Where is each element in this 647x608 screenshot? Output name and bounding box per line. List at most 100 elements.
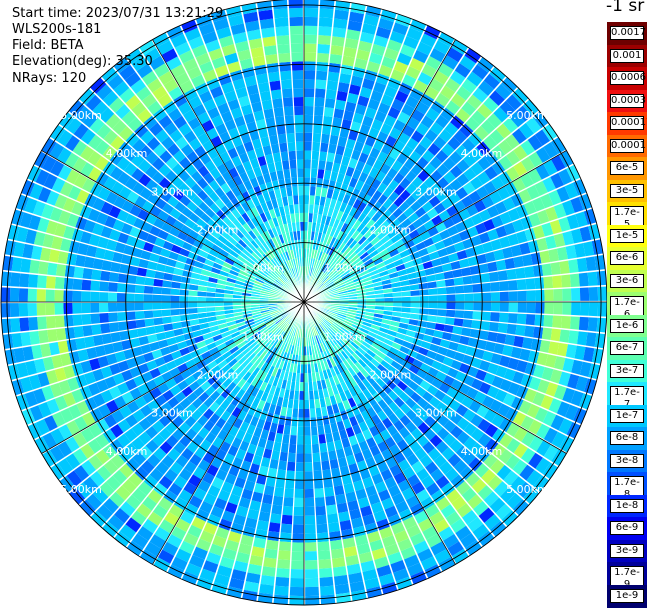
ray-gate-cell bbox=[46, 316, 56, 329]
ray-gate-cell bbox=[482, 302, 491, 311]
ray-gate-cell bbox=[29, 260, 40, 274]
ray-gate-cell bbox=[289, 17, 303, 26]
ray-gate-cell bbox=[330, 45, 343, 55]
ray-gate-cell bbox=[304, 151, 311, 160]
ray-gate-cell bbox=[316, 506, 327, 516]
ray-gate-cell bbox=[290, 435, 297, 444]
ray-gate-cell bbox=[324, 98, 335, 108]
ray-gate-cell bbox=[265, 54, 278, 64]
ray-gate-cell bbox=[315, 488, 325, 498]
colorbar-tick-label: 1e-5 bbox=[610, 229, 644, 243]
ray-gate-cell bbox=[568, 259, 579, 273]
ray-gate-cell bbox=[90, 303, 99, 313]
ray-gate-cell bbox=[294, 106, 304, 115]
ray-gate-cell bbox=[318, 550, 331, 560]
ray-gate-cell bbox=[304, 213, 308, 222]
ray-gate-cell bbox=[147, 334, 157, 343]
ray-gate-cell bbox=[305, 444, 312, 453]
ray-gate-cell bbox=[277, 44, 290, 54]
ray-gate-cell bbox=[47, 263, 57, 276]
ray-gate-cell bbox=[299, 391, 304, 400]
ray-gate-cell bbox=[312, 142, 320, 151]
ray-gate-cell bbox=[334, 440, 343, 450]
ray-gate-cell bbox=[331, 548, 344, 558]
ray-gate-cell bbox=[535, 302, 544, 314]
ray-gate-cell bbox=[550, 262, 560, 275]
ray-gate-cell bbox=[304, 61, 316, 70]
ray-gate-cell bbox=[37, 289, 46, 302]
ray-gate-cell bbox=[325, 89, 336, 99]
ray-gate-cell bbox=[118, 273, 128, 283]
colorbar-tick-label: 6e-5 bbox=[610, 161, 644, 175]
ray-gate-cell bbox=[526, 278, 536, 290]
ray-gate-cell bbox=[296, 151, 303, 160]
range-ring-label: 2.00km bbox=[370, 369, 412, 382]
ray-gate-cell bbox=[333, 108, 344, 118]
ray-gate-cell bbox=[491, 302, 500, 311]
ray-gate-cell bbox=[305, 560, 318, 569]
ray-gate-cell bbox=[596, 270, 606, 285]
ray-gate-cell bbox=[304, 52, 316, 61]
ray-gate-cell bbox=[305, 453, 313, 462]
ray-gate-cell bbox=[315, 80, 326, 90]
colorbar-tick-label: 1e-8 bbox=[610, 499, 644, 513]
ray-gate-cell bbox=[291, 61, 303, 70]
colorbar-tick-label: 1e-6 bbox=[610, 319, 644, 333]
ray-gate-cell bbox=[428, 309, 437, 316]
ray-gate-cell bbox=[551, 328, 561, 341]
ray-gate-cell bbox=[329, 531, 341, 541]
ray-gate-cell bbox=[304, 106, 313, 115]
ray-gate-cell bbox=[297, 444, 304, 453]
ray-gate-cell bbox=[1, 319, 11, 334]
range-ring-label: 5.00km bbox=[506, 109, 548, 122]
ray-gate-cell bbox=[295, 133, 303, 142]
ray-gate-cell bbox=[393, 302, 402, 307]
ray-gate-cell bbox=[304, 222, 308, 231]
ray-gate-cell bbox=[327, 72, 339, 82]
ray-gate-cell bbox=[261, 27, 275, 38]
ray-gate-cell bbox=[490, 282, 500, 292]
ray-gate-cell bbox=[278, 461, 287, 471]
ray-gate-cell bbox=[329, 54, 342, 64]
ray-gate-cell bbox=[328, 63, 340, 73]
ray-gate-cell bbox=[518, 290, 527, 301]
ray-gate-cell bbox=[99, 313, 109, 323]
ray-gate-cell bbox=[313, 462, 322, 472]
ray-gate-cell bbox=[292, 408, 298, 417]
ray-gate-cell bbox=[490, 312, 500, 322]
nrays-text: NRays: 120 bbox=[12, 71, 86, 86]
ray-gate-cell bbox=[455, 302, 464, 310]
ray-gate-cell bbox=[305, 435, 312, 444]
ray-gate-cell bbox=[314, 106, 324, 116]
ray-gate-cell bbox=[314, 470, 323, 480]
ray-gate-cell bbox=[284, 106, 294, 116]
colorbar-tick-label: 1e-7 bbox=[610, 409, 644, 423]
ray-gate-cell bbox=[305, 533, 317, 542]
ray-gate-cell bbox=[258, 10, 273, 21]
ray-gate-cell bbox=[55, 277, 65, 289]
ray-gate-cell bbox=[153, 287, 162, 295]
ray-gate-cell bbox=[313, 115, 322, 125]
ray-gate-cell bbox=[298, 186, 304, 195]
ray-gate-cell bbox=[305, 462, 313, 471]
ray-gate-cell bbox=[561, 274, 571, 287]
ray-gate-cell bbox=[317, 53, 329, 63]
ray-gate-cell bbox=[310, 177, 316, 186]
ray-gate-cell bbox=[487, 331, 497, 342]
ray-gate-cell bbox=[282, 506, 293, 516]
ray-gate-cell bbox=[224, 298, 233, 302]
ray-gate-cell bbox=[19, 288, 28, 302]
ray-gate-cell bbox=[305, 542, 317, 551]
range-ring-label: 1.00km bbox=[242, 330, 284, 343]
ray-gate-cell bbox=[292, 551, 304, 560]
ray-gate-cell bbox=[331, 36, 345, 46]
ray-gate-cell bbox=[500, 302, 509, 312]
ray-gate-cell bbox=[265, 549, 278, 559]
ray-gate-cell bbox=[295, 480, 304, 489]
ray-gate-cell bbox=[10, 318, 20, 333]
ray-gate-cell bbox=[305, 569, 318, 578]
ray-gate-cell bbox=[278, 53, 291, 63]
range-ring-label: 4.00km bbox=[106, 445, 148, 458]
ray-gate-cell bbox=[305, 489, 315, 498]
ray-gate-cell bbox=[126, 293, 135, 302]
